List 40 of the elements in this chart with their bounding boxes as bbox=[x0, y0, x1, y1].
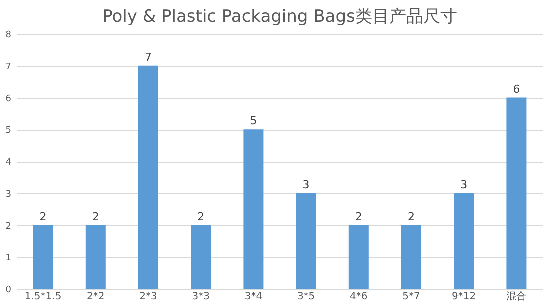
data-label: 6 bbox=[513, 82, 520, 96]
x-tick-label: 3*5 bbox=[297, 292, 316, 302]
x-tick-label: 5*7 bbox=[402, 292, 420, 302]
y-tick-label: 5 bbox=[6, 126, 12, 136]
data-label: 7 bbox=[145, 50, 152, 64]
x-tick-label: 2*2 bbox=[87, 292, 105, 302]
bar bbox=[244, 130, 264, 289]
x-tick-label: 1.5*1.5 bbox=[24, 292, 62, 302]
x-tick-label: 4*6 bbox=[350, 292, 368, 302]
bar bbox=[138, 66, 158, 289]
data-label: 3 bbox=[302, 178, 310, 192]
data-label: 3 bbox=[460, 178, 468, 192]
chart-title: Poly & Plastic Packaging Bags类目产品尺寸 bbox=[102, 7, 458, 27]
x-tick-label: 混合 bbox=[506, 290, 527, 302]
y-tick-label: 6 bbox=[6, 94, 12, 104]
bar bbox=[86, 225, 106, 289]
x-tick-label: 3*3 bbox=[192, 292, 210, 302]
data-label: 2 bbox=[92, 210, 100, 224]
y-tick-label: 2 bbox=[6, 222, 12, 232]
data-label: 2 bbox=[198, 210, 205, 224]
y-tick-label: 1 bbox=[6, 254, 12, 264]
x-tick-label: 9*12 bbox=[452, 292, 476, 302]
data-label: 2 bbox=[408, 210, 415, 224]
bar bbox=[506, 98, 527, 289]
x-tick-label: 2*3 bbox=[140, 292, 158, 302]
y-tick-label: 0 bbox=[6, 286, 12, 296]
y-tick-label: 8 bbox=[6, 30, 12, 40]
y-tick-label: 7 bbox=[6, 62, 12, 72]
data-label: 2 bbox=[40, 210, 47, 224]
y-tick-label: 4 bbox=[6, 158, 12, 168]
y-tick-label: 3 bbox=[6, 190, 12, 200]
data-label: 5 bbox=[250, 114, 258, 128]
bar bbox=[454, 193, 474, 289]
bar bbox=[191, 225, 212, 289]
bar bbox=[348, 225, 369, 289]
x-tick-label: 3*4 bbox=[244, 292, 263, 302]
bar bbox=[296, 193, 316, 289]
data-label: 2 bbox=[355, 210, 362, 224]
bar bbox=[402, 225, 422, 289]
bar bbox=[33, 225, 54, 289]
